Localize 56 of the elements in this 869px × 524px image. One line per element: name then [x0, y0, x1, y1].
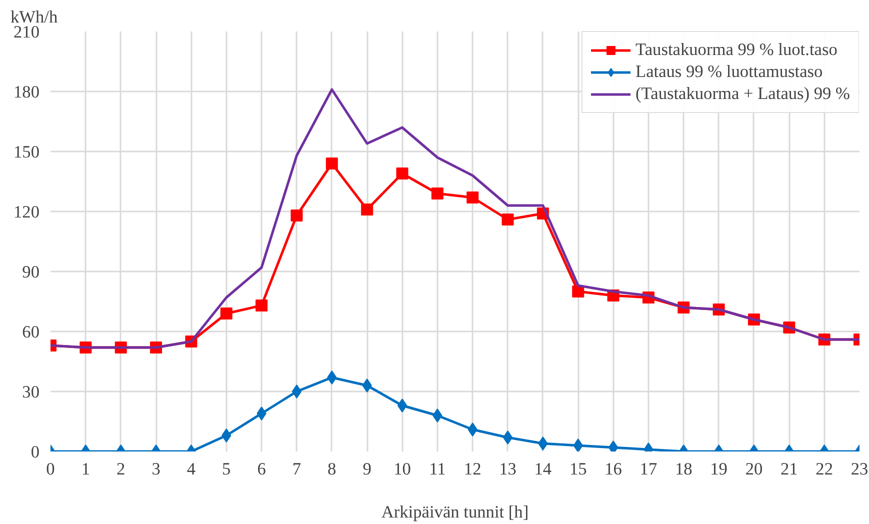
point — [468, 422, 478, 436]
point — [572, 286, 584, 298]
x-tick-label: 5 — [222, 460, 231, 478]
point — [220, 308, 232, 320]
x-tick-label: 12 — [464, 460, 482, 478]
x-tick-label: 20 — [745, 460, 763, 478]
y-tick-label: 90 — [22, 262, 40, 282]
point — [397, 398, 408, 412]
y-tick-label: 0 — [30, 442, 40, 462]
x-tick-label: 13 — [499, 460, 516, 478]
x-tick-label: 17 — [640, 460, 658, 478]
x-axis-title: Arkipäivän tunnit [h] — [381, 502, 529, 522]
point — [431, 188, 444, 200]
point — [222, 428, 232, 442]
x-tick-label: 2 — [116, 460, 126, 478]
point — [432, 408, 442, 422]
point — [502, 430, 513, 444]
point — [466, 192, 479, 204]
y-tick-label: 120 — [14, 202, 40, 222]
point — [573, 438, 583, 452]
point — [538, 436, 548, 450]
x-tick-label: 19 — [710, 460, 728, 478]
point — [256, 406, 266, 420]
x-tick-label: 7 — [292, 460, 302, 478]
x-tick-label: 6 — [257, 460, 266, 478]
point — [502, 214, 514, 226]
legend-label: Taustakuorma 99 % luot.taso — [635, 40, 838, 60]
point — [256, 300, 268, 312]
x-tick-label: 15 — [569, 460, 587, 478]
x-tick-label: 4 — [186, 460, 196, 478]
legend-label: Lataus 99 % luottamustaso — [635, 62, 823, 82]
x-tick-label: 0 — [46, 460, 55, 478]
x-tick-label: 14 — [534, 460, 552, 478]
x-tick-label: 1 — [81, 460, 90, 478]
x-tick-label: 18 — [674, 460, 692, 478]
x-tick-label: 9 — [362, 460, 372, 478]
x-tick-label: 3 — [152, 460, 160, 478]
x-tick-label: 22 — [816, 460, 833, 478]
point — [361, 204, 374, 216]
legend-label: (Taustakuorma + Lataus) 99 % — [635, 84, 850, 104]
point — [292, 384, 302, 398]
y-tick-label: 150 — [14, 142, 40, 162]
x-tick-label: 23 — [850, 460, 868, 478]
point — [396, 168, 408, 180]
point — [290, 210, 303, 222]
point — [362, 378, 372, 392]
x-tick-label: 8 — [328, 460, 336, 478]
y-tick-label: 60 — [22, 322, 40, 342]
x-tick-label: 21 — [780, 460, 798, 478]
x-tick-label: 10 — [394, 460, 411, 478]
y-tick-label: 180 — [14, 82, 40, 102]
point — [327, 370, 337, 384]
x-tick-label: 11 — [429, 460, 446, 478]
x-tick-label: 16 — [604, 460, 622, 478]
point — [326, 158, 338, 170]
y-tick-label: 30 — [22, 382, 40, 402]
